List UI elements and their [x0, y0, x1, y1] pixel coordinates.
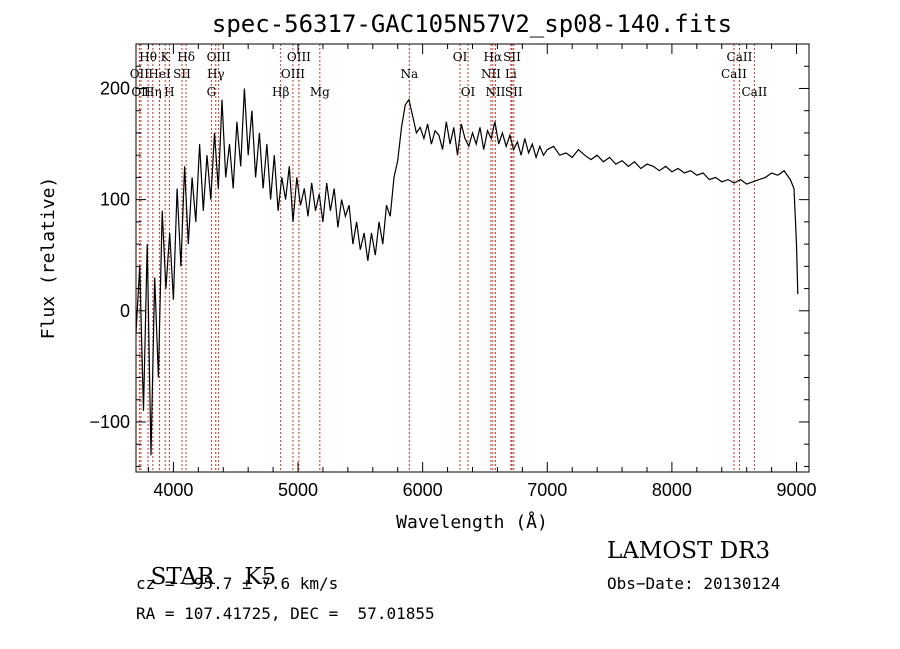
spectral-line-label: CaII	[721, 67, 747, 81]
y-tick-label: 200	[100, 78, 130, 98]
spectral-line-label: OIII	[287, 50, 311, 64]
x-tick-label: 6000	[403, 480, 443, 500]
spectral-line-label: H	[164, 85, 174, 99]
spectral-line-label: OII	[130, 67, 150, 81]
spectral-line-label: K	[161, 50, 171, 64]
y-axis-label: Flux (relative)	[38, 177, 59, 340]
spectral-line-label: OIII	[281, 67, 305, 81]
spectral-line-label: NII	[485, 85, 505, 99]
spectral-line-markers	[138, 44, 755, 472]
spectral-line-label: Hθ	[139, 50, 157, 64]
spectral-line-label: CaII	[727, 50, 753, 64]
object-subclass: K5	[244, 564, 277, 590]
survey-name: LAMOST DR3	[607, 538, 771, 564]
redshift-value: cz = −95.7 ± 7.6 km/s	[136, 574, 339, 593]
spectral-line-label: Hδ	[177, 50, 195, 64]
spectral-line-label: Hβ	[272, 85, 289, 99]
spectral-line-label: OI	[461, 85, 476, 99]
x-tick-label: 4000	[153, 480, 193, 500]
x-tick-label: 5000	[278, 480, 318, 500]
spectral-line-label: OI	[453, 50, 468, 64]
flux-series-line	[135, 88, 799, 456]
x-tick-label: 8000	[652, 480, 692, 500]
obs-date: Obs−Date: 20130124	[607, 574, 781, 593]
object-class: STAR	[150, 564, 215, 590]
x-tick-label: 7000	[527, 480, 567, 500]
spectral-line-label: SII	[505, 85, 523, 99]
spectral-line-label: Hγ	[207, 67, 225, 81]
spectral-line-label: Hα	[484, 50, 503, 64]
spectral-line-label: HeI	[148, 67, 171, 81]
spectral-line-label: SII	[173, 67, 191, 81]
spectral-line-label: NII	[481, 67, 501, 81]
spectral-line-label: SII	[503, 50, 521, 64]
spectral-line-label: Na	[400, 67, 418, 81]
y-tick-label: 100	[100, 190, 130, 210]
spectral-line-label: Hη	[144, 85, 162, 99]
x-tick-label: 9000	[777, 480, 817, 500]
axis-ticks: 4000 5000 6000 7000 8000 9000 −100 0 100 200	[89, 43, 817, 500]
spectral-line-label: Li	[505, 67, 517, 81]
coordinates: RA = 107.41725, DEC = 57.01855	[136, 604, 435, 623]
x-axis-label: Wavelength (Å)	[396, 511, 548, 533]
plot-frame	[135, 43, 810, 473]
spectral-line-label: CaII	[741, 85, 767, 99]
spectral-line-label: Mg	[310, 85, 330, 99]
chart-title: spec-56317-GAC105N57V2_sp08-140.fits	[212, 10, 732, 38]
spectral-line-label: OIII	[207, 50, 231, 64]
y-tick-label: −100	[89, 412, 130, 432]
spectral-line-label: G	[207, 85, 217, 99]
y-tick-label: 0	[120, 301, 130, 321]
